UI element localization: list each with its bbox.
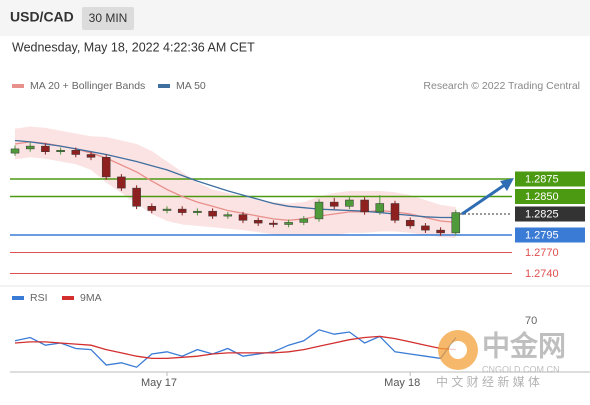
candle-body: [360, 199, 369, 213]
candle-body: [345, 199, 354, 207]
timestamp: Wednesday, May 18, 2022 4:22:36 AM CET: [12, 40, 255, 54]
candle-body: [25, 145, 35, 150]
legend-swatch: [12, 296, 24, 300]
interval[interactable]: 30 MIN: [89, 11, 128, 25]
level-label: 1.2825: [525, 208, 559, 220]
plot-area: 1.2875 1.2850 1.2825 1.2795 1.2770 1.2740 May …: [10, 80, 585, 389]
candle-body: [10, 148, 20, 154]
bollinger-band: [15, 126, 456, 238]
watermark-brand: 中金网: [482, 329, 566, 361]
candle-body: [451, 212, 461, 234]
interval-button[interactable]: [82, 7, 134, 30]
level-label-box: [515, 206, 585, 222]
candle-body: [41, 145, 50, 152]
series-line: [14, 335, 456, 360]
candle-body: [162, 208, 172, 211]
watermark: 中金网 CNGOLD.COM.CN 中 文 财 经 新 媒 体: [436, 329, 566, 389]
series-line: [14, 329, 457, 368]
legend-label: 9MA: [80, 292, 102, 304]
level-label-box: [515, 189, 585, 204]
level-label: 1.2795: [525, 229, 559, 241]
candle-body: [269, 222, 278, 225]
watermark-tagline: 中 文 财 经 新 媒 体: [436, 374, 540, 389]
level-label: 1.2850: [525, 191, 559, 203]
candle-body: [284, 222, 293, 225]
candle-body: [253, 220, 263, 224]
forecast-arrowhead: [500, 178, 514, 191]
candle-body: [329, 201, 339, 207]
legend-swatch: [158, 84, 170, 88]
candle-body: [223, 214, 233, 217]
legend-label: RSI: [30, 292, 48, 304]
level-label: 1.2740: [525, 268, 559, 280]
level-label-box: [515, 227, 585, 243]
legend-label: MA 50: [176, 80, 206, 92]
legend-label: MA 20 + Bollinger Bands: [30, 80, 145, 92]
candle-body: [314, 201, 324, 220]
candle-body: [71, 150, 81, 155]
level-label-box: [515, 171, 585, 187]
candle-body: [405, 220, 415, 227]
legend-swatch: [12, 84, 24, 88]
watermark-site: CNGOLD.COM.CN: [482, 364, 560, 374]
candle-body: [86, 154, 96, 158]
candle-body: [101, 157, 111, 178]
candle-body: [132, 187, 141, 207]
candle-body: [117, 176, 126, 189]
x-tick-label: May 18: [384, 377, 420, 389]
forecast-arrow: [461, 182, 507, 216]
watermark-logo-inner: [449, 341, 467, 359]
candle-body: [193, 210, 202, 213]
candle-body: [177, 208, 187, 213]
legend-swatch: [62, 296, 74, 300]
candle-body: [421, 225, 430, 231]
candle-body: [147, 206, 157, 211]
symbol: USD/CAD: [10, 9, 74, 25]
level-label: 1.2770: [525, 247, 559, 259]
candle-body: [299, 218, 309, 223]
level-label: 1.2875: [525, 173, 559, 185]
series-line: [14, 139, 456, 219]
candle-body: [208, 210, 217, 217]
y-tick-label: 70: [525, 315, 537, 327]
candle-body: [375, 203, 385, 213]
candle-body: [436, 229, 445, 234]
candle-body: [56, 150, 65, 152]
credit: Research © 2022 Trading Central: [423, 80, 580, 92]
candle-body: [390, 203, 400, 221]
candle-body: [238, 214, 248, 221]
x-tick-label: May 17: [141, 377, 177, 389]
